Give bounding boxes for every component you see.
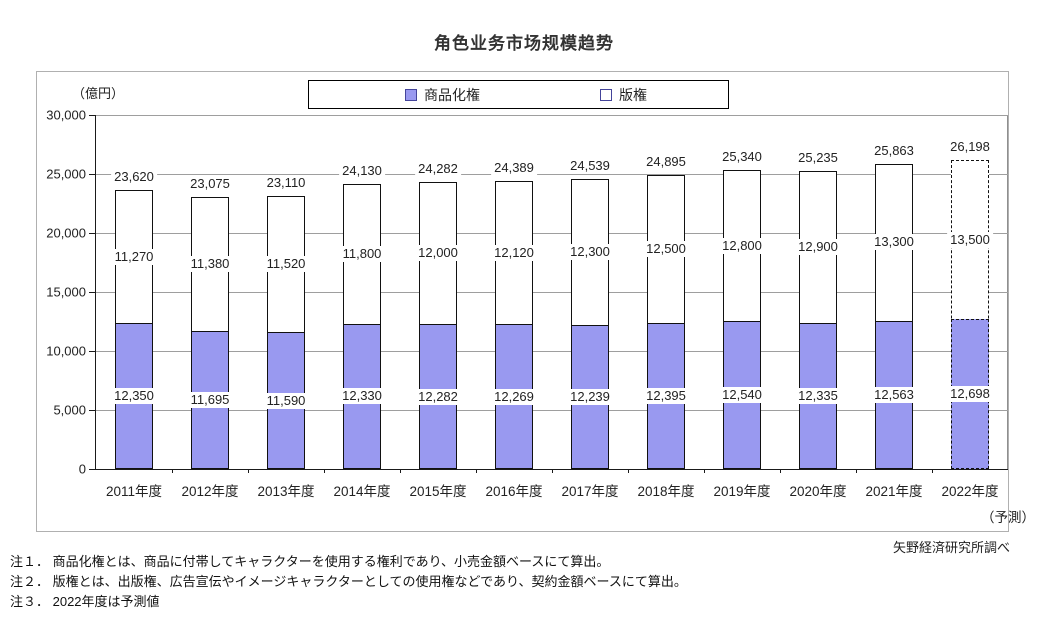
- copyright-value-label: 13,300: [871, 234, 917, 251]
- y-axis-tick-label: 0: [78, 461, 86, 477]
- total-value-label: 23,075: [187, 175, 233, 192]
- legend-label-copyright: 版権: [619, 86, 647, 103]
- x-axis-label-2011年度: 2011年度: [105, 484, 163, 499]
- y-axis-tick-label: 15,000: [46, 284, 86, 300]
- y-axis-tick-label: 10,000: [46, 343, 86, 359]
- merchandising-value-label: 12,330: [339, 388, 385, 405]
- total-value-label: 24,389: [491, 160, 537, 177]
- x-axis-label-2015年度: 2015年度: [409, 484, 467, 499]
- x-axis-tick: [932, 469, 933, 473]
- total-value-label: 25,863: [871, 142, 917, 159]
- total-value-label: 23,110: [263, 175, 309, 192]
- total-value-label: 26,198: [947, 138, 993, 155]
- y-axis-tick: [89, 232, 95, 234]
- merchandising-value-label: 12,698: [947, 386, 993, 403]
- gridline-30000: [96, 115, 1008, 116]
- gridline-10000: [96, 351, 1008, 352]
- merchandising-value-label: 11,695: [187, 392, 233, 408]
- total-value-label: 24,539: [567, 158, 613, 175]
- copyright-value-label: 12,900: [795, 239, 841, 256]
- total-value-label: 23,620: [111, 169, 157, 186]
- copyright-value-label: 11,800: [339, 245, 385, 262]
- x-axis-forecast-label: （予測）: [981, 510, 1035, 525]
- x-axis-label-2021年度: 2021年度: [865, 484, 923, 499]
- gridline-5000: [96, 410, 1008, 411]
- legend-label-merchandising: 商品化権: [424, 86, 480, 103]
- plot-area: 0 5,000 10,000 15,000 20,000 25,000 30,000 23,6…: [46, 108, 1035, 526]
- copyright-value-label: 12,300: [567, 244, 613, 261]
- merchandising-value-label: 12,239: [567, 388, 613, 405]
- gridline-20000: [96, 233, 1008, 234]
- x-axis-label-2018年度: 2018年度: [637, 484, 695, 499]
- merchandising-value-label: 11,590: [263, 392, 309, 409]
- x-axis-tick: [248, 469, 249, 473]
- copyright-value-label: 11,270: [111, 248, 157, 265]
- x-axis-tick: [780, 469, 781, 473]
- x-axis-tick: [552, 469, 553, 473]
- copyright-value-label: 12,500: [643, 241, 689, 257]
- y-axis-tick: [89, 409, 95, 411]
- x-axis-tick: [324, 469, 325, 473]
- total-value-label: 25,340: [719, 149, 765, 165]
- chart-title: 角色业务市场规模趋势: [434, 34, 614, 53]
- y-axis-line: [95, 115, 96, 469]
- legend: 商品化権 版権: [308, 80, 729, 109]
- total-value-label: 24,282: [415, 161, 461, 178]
- footnote-2: 注２． 版権とは、出版権、広告宣伝やイメージキャラクターとしての使用権などであり…: [10, 574, 687, 589]
- x-axis-label-2019年度: 2019年度: [713, 484, 771, 499]
- x-axis-tick: [400, 469, 401, 473]
- total-value-label: 24,895: [643, 154, 689, 171]
- y-axis-tick-label: 30,000: [46, 107, 86, 123]
- footnotes: 注１． 商品化権とは、商品に付帯してキャラクターを使用する権利であり、小売金額ベ…: [10, 552, 687, 612]
- x-axis-label-2013年度: 2013年度: [257, 484, 315, 499]
- total-value-label: 25,235: [795, 150, 841, 167]
- merchandising-value-label: 12,350: [111, 388, 157, 405]
- legend-item-copyright: 版権: [600, 85, 647, 105]
- x-axis-line: [95, 469, 1008, 470]
- gridline-25000: [96, 174, 1008, 175]
- copyright-value-label: 11,380: [187, 255, 233, 272]
- copyright-value-label: 11,520: [263, 256, 309, 273]
- x-axis-tick: [172, 469, 173, 473]
- x-axis-tick: [628, 469, 629, 473]
- x-axis-label-2014年度: 2014年度: [333, 484, 391, 499]
- merchandising-value-label: 12,563: [871, 386, 917, 403]
- footnote-1: 注１． 商品化権とは、商品に付帯してキャラクターを使用する権利であり、小売金額ベ…: [10, 554, 610, 569]
- x-axis-label-2017年度: 2017年度: [561, 484, 619, 499]
- source-credit: 矢野経済研究所調べ: [892, 540, 1010, 555]
- y-axis-tick-label: 20,000: [46, 225, 86, 241]
- legend-item-merchandising-rights: 商品化権: [405, 85, 480, 105]
- merchandising-value-label: 12,282: [415, 388, 461, 405]
- x-axis-label-2022年度: 2022年度: [941, 484, 999, 499]
- x-axis-tick: [704, 469, 705, 473]
- copyright-value-label: 13,500: [947, 231, 993, 248]
- y-axis-unit-label: （億円）: [72, 86, 125, 101]
- copyright-value-label: 12,800: [719, 237, 765, 254]
- y-axis-tick-label: 5,000: [53, 402, 86, 418]
- legend-swatch-copyright: [600, 88, 612, 101]
- x-axis-tick: [856, 469, 857, 473]
- gridline-15000: [96, 292, 1008, 293]
- merchandising-value-label: 12,335: [795, 388, 841, 405]
- y-axis-tick: [89, 291, 95, 293]
- legend-swatch-merchandising: [405, 88, 417, 101]
- y-axis-tick: [89, 173, 95, 175]
- copyright-value-label: 12,120: [491, 244, 537, 261]
- copyright-value-label: 12,000: [415, 245, 461, 262]
- x-axis-tick: [476, 469, 477, 473]
- merchandising-value-label: 12,540: [719, 387, 765, 404]
- merchandising-value-label: 12,395: [643, 387, 689, 404]
- footnote-3: 注３． 2022年度は予測値: [10, 594, 160, 609]
- x-axis-label-2012年度: 2012年度: [181, 484, 239, 499]
- merchandising-value-label: 12,269: [491, 388, 537, 405]
- y-axis-tick: [89, 114, 95, 116]
- y-axis-tick-label: 25,000: [46, 166, 86, 182]
- y-axis-tick: [89, 468, 95, 470]
- x-axis-label-2016年度: 2016年度: [485, 484, 543, 499]
- x-axis-label-2020年度: 2020年度: [789, 484, 847, 499]
- y-axis-tick: [89, 350, 95, 352]
- total-value-label: 24,130: [339, 163, 385, 180]
